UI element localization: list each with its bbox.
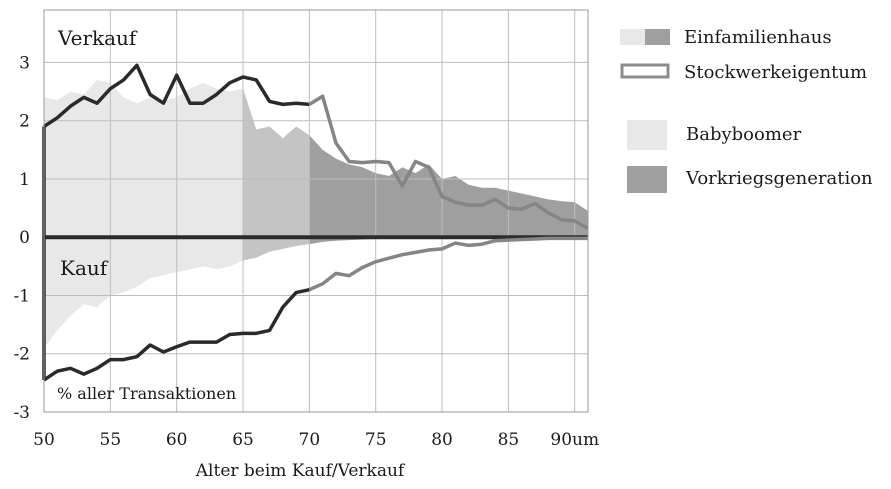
x-tick-label: 65 bbox=[232, 430, 254, 450]
line-stockwerkeigentum-verkauf-babyboomer bbox=[43, 63, 310, 128]
area-einfamilienhaus-vorkriegs bbox=[309, 135, 588, 245]
y-tick-label: -2 bbox=[13, 345, 30, 365]
y-tick-label: -1 bbox=[13, 286, 30, 306]
legend-item-einfamilienhaus: Einfamilienhaus bbox=[620, 27, 832, 48]
legend-swatch-babyboomer bbox=[627, 120, 667, 150]
legend-item-stockwerkeigentum: Stockwerkeigentum bbox=[620, 62, 867, 83]
annotation-y-unit: % aller Transaktionen bbox=[57, 384, 236, 403]
x-tick-label: 60 bbox=[166, 430, 188, 450]
line-stockwerkeigentum-kauf-vorkriegs bbox=[308, 236, 588, 292]
tick-label-layer: 50 55 60 65 70 75 80 85 90um 3 2 1 0 -1 -2 -3 bbox=[13, 53, 599, 450]
legend-label-vorkriegsgeneration: Vorkriegsgeneration bbox=[685, 168, 873, 189]
x-tick-label: 75 bbox=[365, 430, 387, 450]
legend: Einfamilienhaus Stockwerkeigentum Babybo… bbox=[620, 27, 873, 193]
x-tick-label: 70 bbox=[299, 430, 321, 450]
x-tick-label: 90um bbox=[550, 430, 599, 450]
x-tick-label: 55 bbox=[100, 430, 122, 450]
annotation-verkauf: Verkauf bbox=[57, 26, 138, 50]
line-stockwerkeigentum-verkauf-vorkriegs bbox=[308, 94, 589, 230]
y-tick-label: 1 bbox=[19, 170, 30, 190]
x-tick-label: 50 bbox=[33, 430, 55, 450]
y-tick-label: 0 bbox=[19, 228, 30, 248]
line-stockwerkeigentum-kauf-babyboomer bbox=[43, 287, 310, 382]
x-tick-label: 80 bbox=[431, 430, 453, 450]
y-tick-label: -3 bbox=[13, 403, 30, 423]
plot-frame bbox=[43, 9, 589, 413]
x-axis-title: Alter beim Kauf/Verkauf bbox=[195, 461, 406, 481]
area-einfamilienhaus-transition bbox=[243, 88, 310, 261]
annotation-kauf: Kauf bbox=[60, 256, 109, 280]
legend-label-babyboomer: Babyboomer bbox=[686, 124, 802, 145]
legend-item-vorkriegsgeneration: Vorkriegsgeneration bbox=[627, 166, 873, 193]
legend-label-einfamilienhaus: Einfamilienhaus bbox=[684, 27, 832, 48]
x-tick-label: 85 bbox=[498, 430, 520, 450]
legend-item-babyboomer: Babyboomer bbox=[627, 120, 802, 150]
legend-swatch-vorkriegsgeneration bbox=[627, 166, 667, 193]
y-tick-label: 3 bbox=[19, 53, 30, 73]
y-tick-label: 2 bbox=[19, 112, 30, 132]
series-line-layer bbox=[42, 63, 589, 382]
legend-label-stockwerkeigentum: Stockwerkeigentum bbox=[684, 62, 867, 83]
legend-swatch-einfamilienhaus-light bbox=[620, 29, 645, 45]
legend-swatch-stockwerkeigentum bbox=[620, 63, 670, 79]
area-layer bbox=[44, 79, 588, 348]
plot-frame-layer bbox=[43, 9, 589, 413]
area-einfamilienhaus-babyboomer bbox=[44, 79, 244, 348]
legend-swatch-einfamilienhaus-dark bbox=[645, 29, 670, 45]
